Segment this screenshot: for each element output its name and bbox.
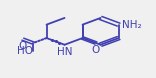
Text: O: O <box>92 45 100 55</box>
Text: HN: HN <box>57 47 72 57</box>
Text: NH₂: NH₂ <box>122 20 142 30</box>
Text: HO: HO <box>17 46 33 56</box>
Text: O: O <box>19 41 27 51</box>
